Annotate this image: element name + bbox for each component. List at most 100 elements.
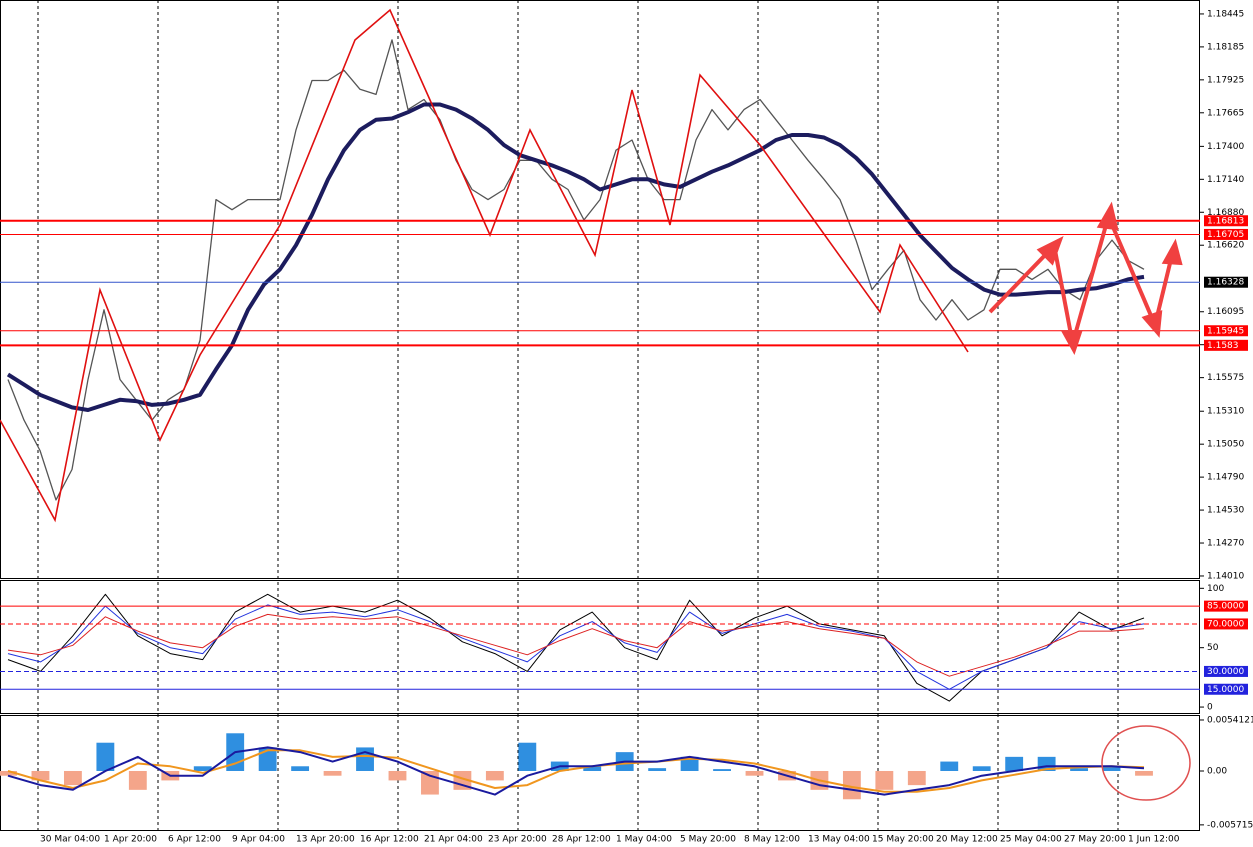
level-label-box [1204,683,1248,695]
x-tick-label: 21 Apr 04:00 [424,835,483,845]
y-tick-label: 1.17925 [1207,75,1244,85]
level-label: 70.0000 [1207,619,1244,629]
level-label-box [1204,215,1248,227]
y-tick-label: 1.16095 [1207,307,1244,317]
y-tick-label: 1.17140 [1207,175,1244,185]
histogram-bar [63,770,82,786]
x-tick-label: 13 May 04:00 [808,835,870,845]
histogram-bar [388,770,407,781]
level-label: 1.16328 [1207,278,1244,288]
level-label-box [1204,665,1248,677]
histogram-bar [291,766,310,771]
x-tick-label: 1 Jun 12:00 [1128,835,1180,845]
level-label: 30.0000 [1207,667,1244,677]
y-tick-label: 1.15050 [1207,440,1244,450]
histogram-bar [875,770,894,790]
level-label: 1.1583 [1207,341,1239,351]
y-tick-label: 1.15575 [1207,373,1244,383]
zigzag [0,8,969,523]
y-tick-label: 1.18185 [1207,42,1244,52]
x-tick-label: 30 Mar 04:00 [40,835,100,845]
y-tick-label: 1.16620 [1207,241,1244,251]
histogram-bar [128,770,147,790]
level-label: 1.15945 [1207,326,1244,336]
histogram-bar [421,770,439,795]
x-tick-label: 15 May 20:00 [872,835,934,845]
series-line [7,39,1145,501]
y-tick-label: 1.18445 [1207,9,1244,19]
x-tick-label: 1 May 04:00 [616,835,672,845]
histogram-bar [356,747,374,771]
level-label: 1.16813 [1207,216,1244,226]
level-label-box [1204,618,1248,630]
series-line [7,593,1145,702]
y-tick-label: 0.00 [1207,766,1227,776]
histogram-bar [842,770,861,800]
y-tick-label: 100 [1207,584,1224,594]
x-tick-label: 28 Apr 12:00 [552,835,611,845]
y-tick-label: 1.14270 [1207,539,1244,549]
level-label-box [1204,339,1248,351]
histogram-bar [518,742,537,771]
series-line [7,613,1145,677]
forecast-arrows [988,201,1183,355]
x-tick-label: 5 May 20:00 [680,835,736,845]
histogram-bar [1070,768,1089,771]
level-label-box [1204,325,1248,337]
x-tick-label: 1 Apr 20:00 [104,835,157,845]
y-tick-label: 1.16880 [1207,208,1244,218]
histogram-bar [193,766,212,771]
series-line [7,749,1145,793]
y-tick-label: 50 [1207,643,1219,653]
series-line [7,746,1145,796]
y-tick-label: 1.14010 [1207,571,1244,581]
x-tick-label: 6 Apr 12:00 [168,835,221,845]
level-label-box [1204,276,1248,288]
x-tick-label: 20 May 12:00 [936,835,998,845]
histogram-bar [485,770,504,781]
histogram-bar [713,769,731,771]
y-tick-label: -0.005715 [1207,820,1253,830]
histogram-bar [940,761,959,771]
histogram-bar [907,770,926,786]
y-tick-label: 1.17665 [1207,108,1244,118]
series-line [7,604,1145,690]
histogram-bar [1102,766,1121,771]
histogram-bar [323,770,342,776]
x-tick-label: 25 May 04:00 [1000,835,1062,845]
level-label-box [1204,600,1248,612]
x-tick-label: 9 Apr 04:00 [232,835,285,845]
histogram-bar [31,770,50,781]
histogram-bar [1135,770,1153,776]
histogram-bar [0,770,17,776]
x-tick-label: 8 May 12:00 [744,835,800,845]
x-tick-label: 16 Apr 12:00 [360,835,419,845]
histogram-bar [96,742,115,771]
level-label: 1.16705 [1207,230,1244,240]
histogram-bar [648,768,667,771]
y-tick-label: 0.0054121 [1207,715,1253,725]
histogram-bar [745,770,764,776]
histogram-bar [1005,756,1024,771]
histogram-bar [680,756,699,771]
y-tick-label: 1.14530 [1207,506,1244,516]
highlight-circle [1101,725,1191,801]
histogram-bar [972,766,991,771]
x-tick-label: 23 Apr 20:00 [488,835,547,845]
y-tick-label: 1.17400 [1207,142,1244,152]
x-tick-label: 27 May 20:00 [1064,835,1126,845]
histogram-bar [583,766,602,771]
series-line [6,102,1145,412]
y-tick-label: 1.14790 [1207,473,1244,483]
x-tick-label: 13 Apr 20:00 [296,835,355,845]
level-label: 85.0000 [1207,602,1244,612]
y-tick-label: 1.15310 [1207,407,1244,417]
histogram-bar [258,747,277,771]
period-separators [37,0,1119,830]
level-label: 15.0000 [1207,685,1244,695]
level-label-box [1204,228,1248,240]
histogram-bar [453,770,472,790]
y-tick-label: 0 [1207,703,1213,713]
